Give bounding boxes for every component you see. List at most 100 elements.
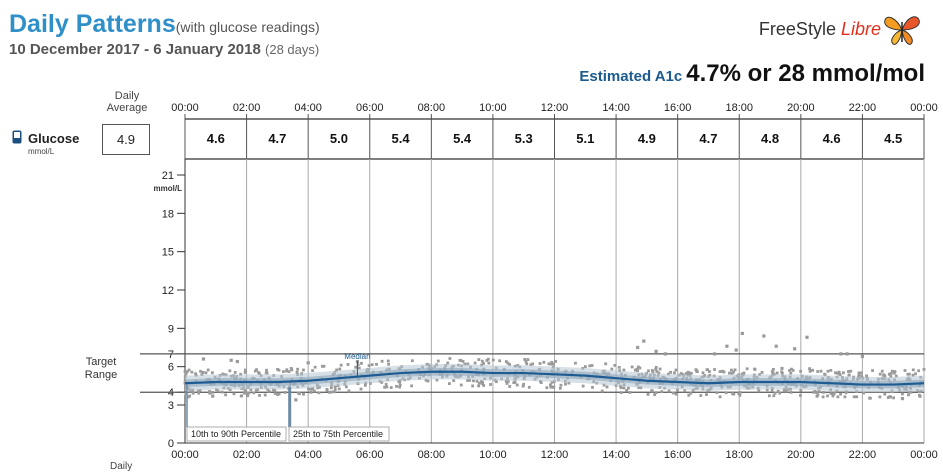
reading-dot (549, 362, 552, 366)
outlier-dot (860, 354, 865, 359)
reading-dot (187, 368, 191, 372)
bin-average-value: 5.3 (515, 131, 533, 146)
glucose-sensor-icon (12, 130, 22, 144)
reading-dot (619, 391, 623, 394)
reading-dot (689, 371, 693, 375)
top-hour-label: 02:00 (233, 102, 261, 114)
reading-dot (208, 391, 212, 395)
reading-dot (789, 371, 793, 375)
y-tick-label: 7 (168, 349, 174, 361)
reading-dot (329, 386, 333, 390)
reading-dot (860, 374, 863, 378)
median-label: Median (344, 352, 370, 361)
x-tick-label: 14:00 (602, 449, 630, 461)
reading-dot (838, 373, 842, 377)
reading-dot (333, 387, 337, 391)
p10-90-legend-text: 10th to 90th Percentile (191, 429, 281, 439)
reading-dot (549, 385, 553, 389)
reading-dot (808, 369, 812, 373)
reading-dot (886, 396, 890, 399)
reading-dot (633, 368, 637, 372)
y-tick-label: 21 (162, 170, 174, 182)
reading-dot (654, 367, 658, 371)
reading-dot (610, 367, 614, 371)
bin-average-value: 5.0 (330, 131, 348, 146)
reading-dot (221, 372, 225, 376)
reading-dot (605, 385, 609, 389)
reading-dot (458, 358, 462, 362)
reading-dot (871, 369, 874, 372)
reading-dot (198, 388, 202, 392)
x-tick-label: 18:00 (725, 449, 753, 461)
reading-dot (799, 394, 802, 397)
reading-dot (650, 389, 654, 392)
top-hour-label: 08:00 (418, 102, 446, 114)
daily-average-label: Daily Average (106, 90, 148, 114)
reading-dot (674, 368, 678, 372)
reading-dot (773, 391, 777, 395)
reading-dot (862, 391, 866, 395)
reading-dot (539, 380, 542, 383)
outlier-dot (793, 347, 797, 351)
top-hour-label: 20:00 (787, 102, 815, 114)
reading-dot (243, 370, 247, 374)
reading-dot (888, 395, 892, 398)
reading-dot (911, 373, 915, 377)
glucose-unit: mmol/L (28, 147, 55, 156)
reading-dot (307, 387, 310, 391)
outlier-dot (845, 352, 849, 356)
reading-dot (647, 369, 650, 373)
reading-dot (398, 385, 402, 389)
reading-dot (448, 357, 452, 360)
reading-dot (914, 372, 917, 376)
reading-dot (655, 370, 659, 373)
reading-dot (244, 368, 247, 372)
reading-dot (686, 370, 690, 374)
reading-dot (724, 391, 728, 395)
reading-dot (330, 390, 333, 394)
reading-dot (471, 384, 475, 388)
reading-dot (216, 389, 220, 393)
reading-dot (684, 372, 688, 375)
p25-75-legend-text: 25th to 75th Percentile (293, 429, 383, 439)
reading-dot (708, 373, 712, 377)
reading-dot (369, 381, 372, 385)
outlier-dot (663, 352, 667, 356)
reading-dot (689, 391, 693, 395)
reading-dot (817, 390, 821, 393)
reading-dot (732, 392, 736, 396)
reading-dot (472, 379, 475, 383)
date-range-text: 10 December 2017 - 6 January 2018 (9, 41, 261, 58)
outlier-dot (839, 352, 843, 356)
outlier-dot (725, 344, 729, 348)
y-unit-label: mmol/L (154, 184, 183, 193)
logo-libre: Libre (840, 19, 881, 39)
reading-dot (564, 382, 567, 386)
reading-dot (889, 371, 893, 375)
reading-dot (808, 367, 811, 371)
x-tick-label: 08:00 (418, 449, 446, 461)
reading-dot (815, 391, 819, 394)
outlier-dot (900, 397, 905, 401)
reading-dot (836, 395, 840, 399)
reading-dot (845, 390, 848, 394)
reading-dot (548, 383, 552, 387)
reading-dot (240, 394, 243, 398)
reading-dot (829, 392, 833, 395)
x-tick-label: 00:00 (171, 449, 199, 461)
reading-dot (776, 389, 780, 393)
reading-dot (826, 394, 829, 398)
reading-dot (338, 367, 342, 371)
reading-dot (602, 383, 606, 387)
reading-dot (890, 369, 894, 373)
reading-dot (839, 392, 842, 396)
reading-dot (816, 370, 820, 373)
reading-dot (799, 388, 803, 392)
outlier-dot (734, 348, 738, 352)
reading-dot (613, 363, 617, 367)
reading-dot (819, 369, 823, 373)
reading-dot (375, 362, 378, 366)
reading-dot (264, 371, 268, 375)
reading-dot (591, 385, 594, 389)
reading-dot (868, 396, 872, 400)
